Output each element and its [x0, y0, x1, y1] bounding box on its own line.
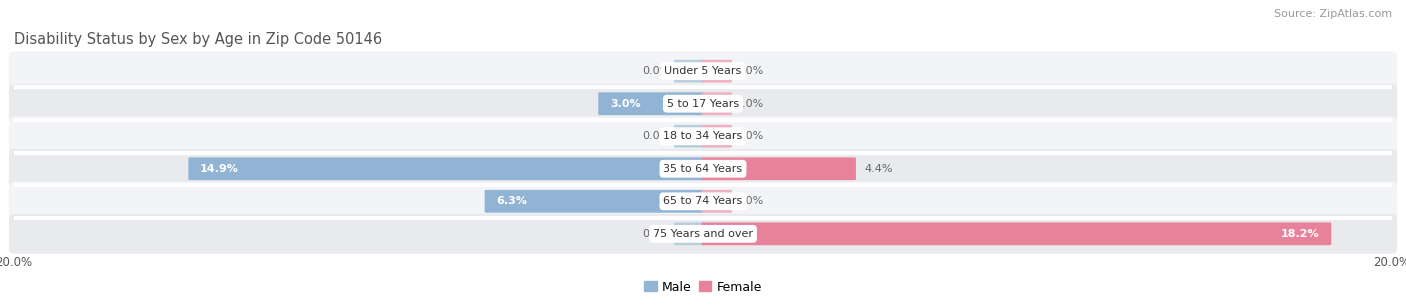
Text: Source: ZipAtlas.com: Source: ZipAtlas.com — [1274, 9, 1392, 19]
Text: 0.0%: 0.0% — [643, 229, 671, 239]
FancyBboxPatch shape — [673, 125, 704, 148]
FancyBboxPatch shape — [8, 214, 1398, 254]
Text: 65 to 74 Years: 65 to 74 Years — [664, 196, 742, 206]
Legend: Male, Female: Male, Female — [640, 275, 766, 299]
Text: 18 to 34 Years: 18 to 34 Years — [664, 131, 742, 141]
Text: 18.2%: 18.2% — [1281, 229, 1320, 239]
Text: 0.0%: 0.0% — [643, 66, 671, 76]
Text: Under 5 Years: Under 5 Years — [665, 66, 741, 76]
Text: 4.4%: 4.4% — [865, 164, 893, 174]
Text: 5 to 17 Years: 5 to 17 Years — [666, 99, 740, 109]
FancyBboxPatch shape — [188, 157, 704, 180]
Text: 6.3%: 6.3% — [496, 196, 527, 206]
FancyBboxPatch shape — [702, 92, 733, 115]
Text: 0.0%: 0.0% — [643, 131, 671, 141]
Text: 75 Years and over: 75 Years and over — [652, 229, 754, 239]
FancyBboxPatch shape — [673, 222, 704, 245]
Text: Disability Status by Sex by Age in Zip Code 50146: Disability Status by Sex by Age in Zip C… — [14, 32, 382, 47]
FancyBboxPatch shape — [702, 60, 733, 83]
FancyBboxPatch shape — [8, 51, 1398, 91]
Text: 0.0%: 0.0% — [735, 196, 763, 206]
FancyBboxPatch shape — [702, 125, 733, 148]
Text: 14.9%: 14.9% — [200, 164, 239, 174]
FancyBboxPatch shape — [702, 190, 733, 213]
FancyBboxPatch shape — [8, 149, 1398, 188]
FancyBboxPatch shape — [8, 84, 1398, 124]
Text: 3.0%: 3.0% — [610, 99, 641, 109]
FancyBboxPatch shape — [673, 60, 704, 83]
Text: 35 to 64 Years: 35 to 64 Years — [664, 164, 742, 174]
Text: 0.0%: 0.0% — [735, 99, 763, 109]
FancyBboxPatch shape — [8, 181, 1398, 221]
FancyBboxPatch shape — [702, 222, 1331, 245]
FancyBboxPatch shape — [8, 117, 1398, 156]
FancyBboxPatch shape — [599, 92, 704, 115]
Text: 0.0%: 0.0% — [735, 66, 763, 76]
FancyBboxPatch shape — [702, 157, 856, 180]
Text: 0.0%: 0.0% — [735, 131, 763, 141]
FancyBboxPatch shape — [485, 190, 704, 213]
